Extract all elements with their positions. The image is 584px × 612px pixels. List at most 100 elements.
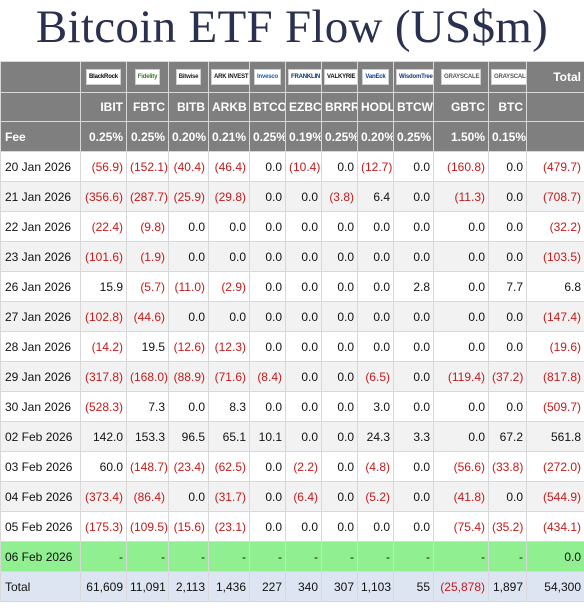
row-total-cell: (32.2) (526, 211, 584, 242)
flow-cell: 0.0 (321, 301, 358, 332)
table-row: 05 Feb 2026 (175.3) (109.5) (15.6) (23.1) 0.0… (0, 511, 584, 542)
ticker-header: BRRR (321, 92, 358, 122)
flow-cell: 0.0 (249, 181, 286, 212)
brand-logo-cell: ARK INVEST (208, 61, 250, 93)
flow-cell: 0.0 (357, 211, 394, 242)
table-row: 02 Feb 2026 142.0 153.3 96.5 65.1 10.1 0.0 0.0 2… (0, 421, 584, 452)
brand-logo-cell: FRANKLIN TEMPLETON (285, 61, 322, 93)
flow-cell: 0.0 (321, 241, 358, 272)
flow-cell: 0.0 (321, 361, 358, 392)
flow-cell: (46.4) (208, 151, 250, 182)
flow-cell: 0.0 (285, 301, 322, 332)
flow-cell: 0.0 (285, 511, 322, 542)
row-total-cell: 6.8 (526, 271, 584, 302)
row-total-cell: (817.8) (526, 361, 584, 392)
fee-row: Fee 0.25% 0.25% 0.20% 0.21% 0.25% 0.19% 0.25% 0… (0, 121, 584, 152)
flow-cell: 0.0 (488, 151, 527, 182)
total-row: Total 61,609 11,091 2,113 1,436 227 340 307 1,1… (0, 571, 584, 602)
date-cell: 23 Jan 2026 (0, 241, 81, 272)
flow-cell: (175.3) (80, 511, 127, 542)
total-cell: 55 (393, 571, 434, 602)
flow-cell: 0.0 (433, 391, 489, 422)
row-total-cell: (147.4) (526, 301, 584, 332)
date-cell: 26 Jan 2026 (0, 271, 81, 302)
flow-cell: (12.3) (208, 331, 250, 362)
flow-cell: (11.0) (168, 271, 209, 302)
flow-cell: 2.8 (393, 271, 434, 302)
flow-cell: - (285, 541, 322, 572)
flow-cell: 0.0 (249, 481, 286, 512)
flow-cell: 0.0 (393, 391, 434, 422)
flow-cell: 0.0 (393, 211, 434, 242)
total-cell: 2,113 (168, 571, 209, 602)
flow-cell: 0.0 (249, 331, 286, 362)
flow-cell: (44.6) (126, 301, 169, 332)
flow-cell: 0.0 (488, 301, 527, 332)
row-total-cell: (544.9) (526, 481, 584, 512)
corner-cell (0, 61, 81, 93)
brand-logo-cell: GRAYSCALE (488, 61, 527, 93)
flow-cell: 0.0 (433, 331, 489, 362)
flow-cell: (14.2) (80, 331, 127, 362)
brand-logo-cell: Bitwise (168, 61, 209, 93)
date-cell: 28 Jan 2026 (0, 331, 81, 362)
table-row: 26 Jan 2026 15.9 (5.7) (11.0) (2.9) 0.0 0.0 0.0… (0, 271, 584, 302)
flow-cell: (109.5) (126, 511, 169, 542)
ticker-header: ARKB (208, 92, 250, 122)
brand-logo-cell: WisdomTree (393, 61, 434, 93)
fee-cell: 0.25% (393, 121, 434, 152)
flow-cell: 0.0 (357, 301, 394, 332)
row-total-cell: 561.8 (526, 421, 584, 452)
flow-cell: 10.1 (249, 421, 286, 452)
flow-cell: (12.6) (168, 331, 209, 362)
date-cell: 21 Jan 2026 (0, 181, 81, 212)
flow-cell: 3.3 (393, 421, 434, 452)
flow-cell: 0.0 (168, 481, 209, 512)
flow-cell: 0.0 (357, 511, 394, 542)
flow-cell: - (433, 541, 489, 572)
flow-cell: (5.2) (357, 481, 394, 512)
flow-cell: 0.0 (488, 331, 527, 362)
flow-cell: (62.5) (208, 451, 250, 482)
brand-logo: Bitwise (175, 69, 202, 85)
flow-cell: 0.0 (321, 271, 358, 302)
flow-cell: 0.0 (285, 211, 322, 242)
ticker-row: IBIT FBTC BITB ARKB BTCO EZBC BRRR HODL BTCW GBTC… (0, 92, 584, 122)
flow-cell: (23.4) (168, 451, 209, 482)
flow-cell: 0.0 (433, 421, 489, 452)
row-total-cell: (19.6) (526, 331, 584, 362)
flow-cell: 0.0 (393, 331, 434, 362)
total-cell: 1,897 (488, 571, 527, 602)
flow-cell: 0.0 (393, 151, 434, 182)
row-total-cell: (434.1) (526, 511, 584, 542)
total-cell: (25,878) (433, 571, 489, 602)
flow-cell: (29.8) (208, 181, 250, 212)
brand-logo-cell: Fidelity (126, 61, 169, 93)
flow-cell: (41.8) (433, 481, 489, 512)
date-cell: 02 Feb 2026 (0, 421, 81, 452)
flow-cell: 0.0 (285, 241, 322, 272)
flow-cell: 0.0 (321, 451, 358, 482)
flow-cell: 0.0 (393, 511, 434, 542)
flow-cell: (56.6) (433, 451, 489, 482)
flow-cell: 0.0 (321, 331, 358, 362)
flow-cell: 0.0 (321, 211, 358, 242)
flow-cell: (6.4) (285, 481, 322, 512)
flow-cell: 0.0 (393, 481, 434, 512)
fee-cell: 0.25% (321, 121, 358, 152)
flow-cell: 0.0 (249, 151, 286, 182)
flow-cell: 0.0 (488, 241, 527, 272)
flow-cell: 7.7 (488, 271, 527, 302)
total-cell: 307 (321, 571, 358, 602)
flow-cell: (4.8) (357, 451, 394, 482)
table-row: 04 Feb 2026 (373.4) (86.4) 0.0 (31.7) 0.0 (6.4… (0, 481, 584, 512)
brand-logo-cell: BlackRock (80, 61, 127, 93)
brand-logo: WisdomTree (396, 69, 433, 85)
total-cell: 61,609 (80, 571, 127, 602)
flow-cell: 0.0 (208, 241, 250, 272)
date-cell: 22 Jan 2026 (0, 211, 81, 242)
flow-cell: (40.4) (168, 151, 209, 182)
flow-cell: 142.0 (80, 421, 127, 452)
brand-logo: GRAYSCALE (441, 69, 481, 85)
flow-cell: 0.0 (321, 391, 358, 422)
